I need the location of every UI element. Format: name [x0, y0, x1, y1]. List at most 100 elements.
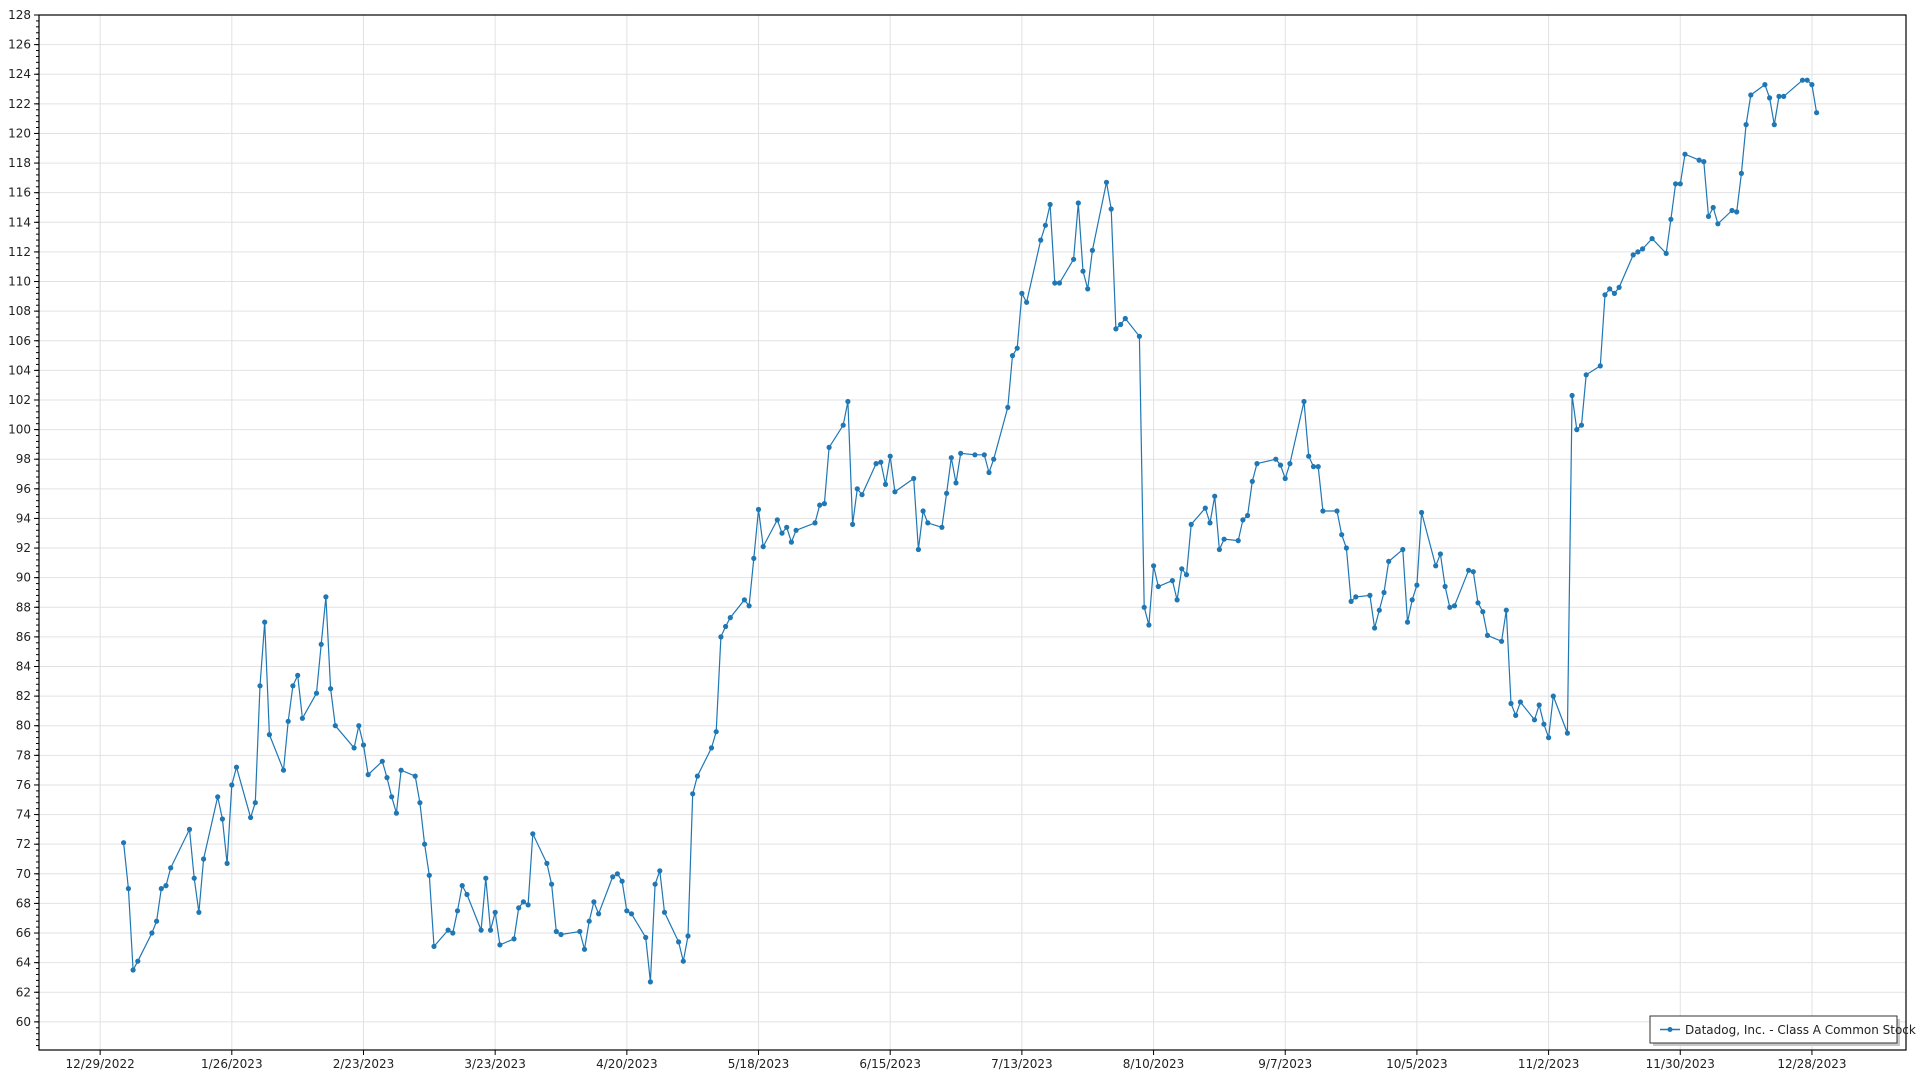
data-point: [1212, 493, 1218, 499]
data-point: [525, 902, 531, 908]
data-point: [788, 539, 795, 545]
data-point: [356, 723, 362, 729]
series-datadog: [121, 77, 1820, 985]
data-point: [873, 461, 879, 467]
data-point: [643, 934, 649, 941]
data-point: [544, 860, 550, 867]
data-point: [718, 634, 724, 640]
data-point: [1419, 509, 1425, 516]
data-point: [530, 831, 536, 837]
data-point: [690, 791, 696, 797]
y-tick-label: 114: [8, 215, 31, 229]
data-point: [577, 928, 583, 935]
data-point: [478, 927, 484, 933]
data-point: [1381, 589, 1387, 596]
data-point: [821, 501, 828, 507]
data-point: [130, 967, 136, 973]
data-point: [1696, 157, 1702, 163]
data-point: [661, 909, 668, 915]
data-point: [360, 742, 367, 748]
data-point: [1019, 290, 1025, 296]
data-point: [299, 715, 305, 721]
data-point: [1404, 619, 1411, 625]
data-point: [1546, 735, 1552, 741]
data-point: [1677, 181, 1683, 187]
data-point: [1056, 280, 1063, 286]
data-point: [290, 683, 296, 689]
y-tick-label: 124: [8, 67, 31, 81]
y-tick-label: 112: [8, 245, 31, 259]
data-point: [1442, 583, 1448, 590]
data-point: [459, 883, 465, 889]
y-tick-label: 62: [16, 985, 31, 999]
data-point: [1122, 315, 1128, 322]
data-point: [492, 909, 498, 915]
y-tick-label: 94: [16, 511, 31, 525]
data-point: [266, 732, 272, 738]
data-point: [1767, 95, 1773, 101]
data-point: [318, 641, 324, 647]
data-point: [840, 422, 846, 428]
data-point: [1705, 213, 1712, 219]
data-point: [793, 527, 799, 533]
data-point: [553, 928, 559, 935]
data-point: [483, 875, 489, 881]
data-point: [1075, 200, 1081, 206]
data-point: [1466, 567, 1472, 573]
data-point: [1635, 249, 1641, 255]
data-point: [1738, 170, 1744, 176]
x-tick-label: 10/5/2023: [1386, 1057, 1448, 1071]
data-point: [464, 891, 470, 898]
data-point: [186, 826, 193, 833]
data-point: [713, 729, 719, 735]
data-point: [1480, 609, 1486, 615]
data-point: [610, 874, 616, 880]
data-point: [135, 958, 141, 964]
data-point: [850, 521, 856, 528]
data-point: [1277, 462, 1284, 468]
data-point: [1701, 159, 1707, 165]
series-line: [123, 79, 1818, 982]
data-point: [624, 908, 630, 914]
data-point: [1663, 250, 1669, 256]
y-tick-label: 66: [16, 926, 31, 940]
data-point: [431, 943, 437, 950]
data-point: [1531, 717, 1538, 723]
y-tick-label: 106: [8, 334, 31, 348]
x-tick-label: 1/26/2023: [201, 1057, 263, 1071]
data-point: [1715, 221, 1721, 227]
x-tick-label: 12/29/2022: [66, 1057, 135, 1071]
data-point: [647, 979, 654, 985]
data-point: [1451, 603, 1458, 609]
data-point: [445, 927, 451, 933]
data-point: [581, 946, 588, 952]
data-point: [1729, 207, 1735, 214]
data-point: [1005, 404, 1011, 410]
data-point: [1710, 204, 1716, 211]
data-point: [826, 444, 832, 450]
data-point: [549, 881, 555, 887]
data-point: [487, 927, 494, 933]
data-point: [1409, 597, 1415, 603]
data-point: [520, 899, 527, 905]
data-point: [723, 623, 729, 630]
data-point: [262, 619, 268, 625]
data-point: [384, 775, 390, 781]
y-tick-label: 88: [16, 600, 31, 614]
data-point: [191, 875, 197, 881]
y-tick-label: 108: [8, 304, 31, 318]
y-tick-label: 104: [8, 363, 31, 377]
data-point: [948, 455, 954, 461]
data-point: [295, 672, 301, 679]
x-tick-label: 8/10/2023: [1123, 1057, 1185, 1071]
data-point: [1009, 353, 1016, 359]
data-point: [219, 816, 225, 822]
data-point: [1743, 122, 1749, 128]
data-point: [958, 450, 964, 456]
y-tick-label: 68: [16, 896, 31, 910]
data-point: [1550, 693, 1556, 699]
data-point: [1085, 286, 1091, 292]
data-point: [168, 865, 174, 871]
data-point: [746, 603, 752, 609]
data-point: [986, 469, 992, 476]
